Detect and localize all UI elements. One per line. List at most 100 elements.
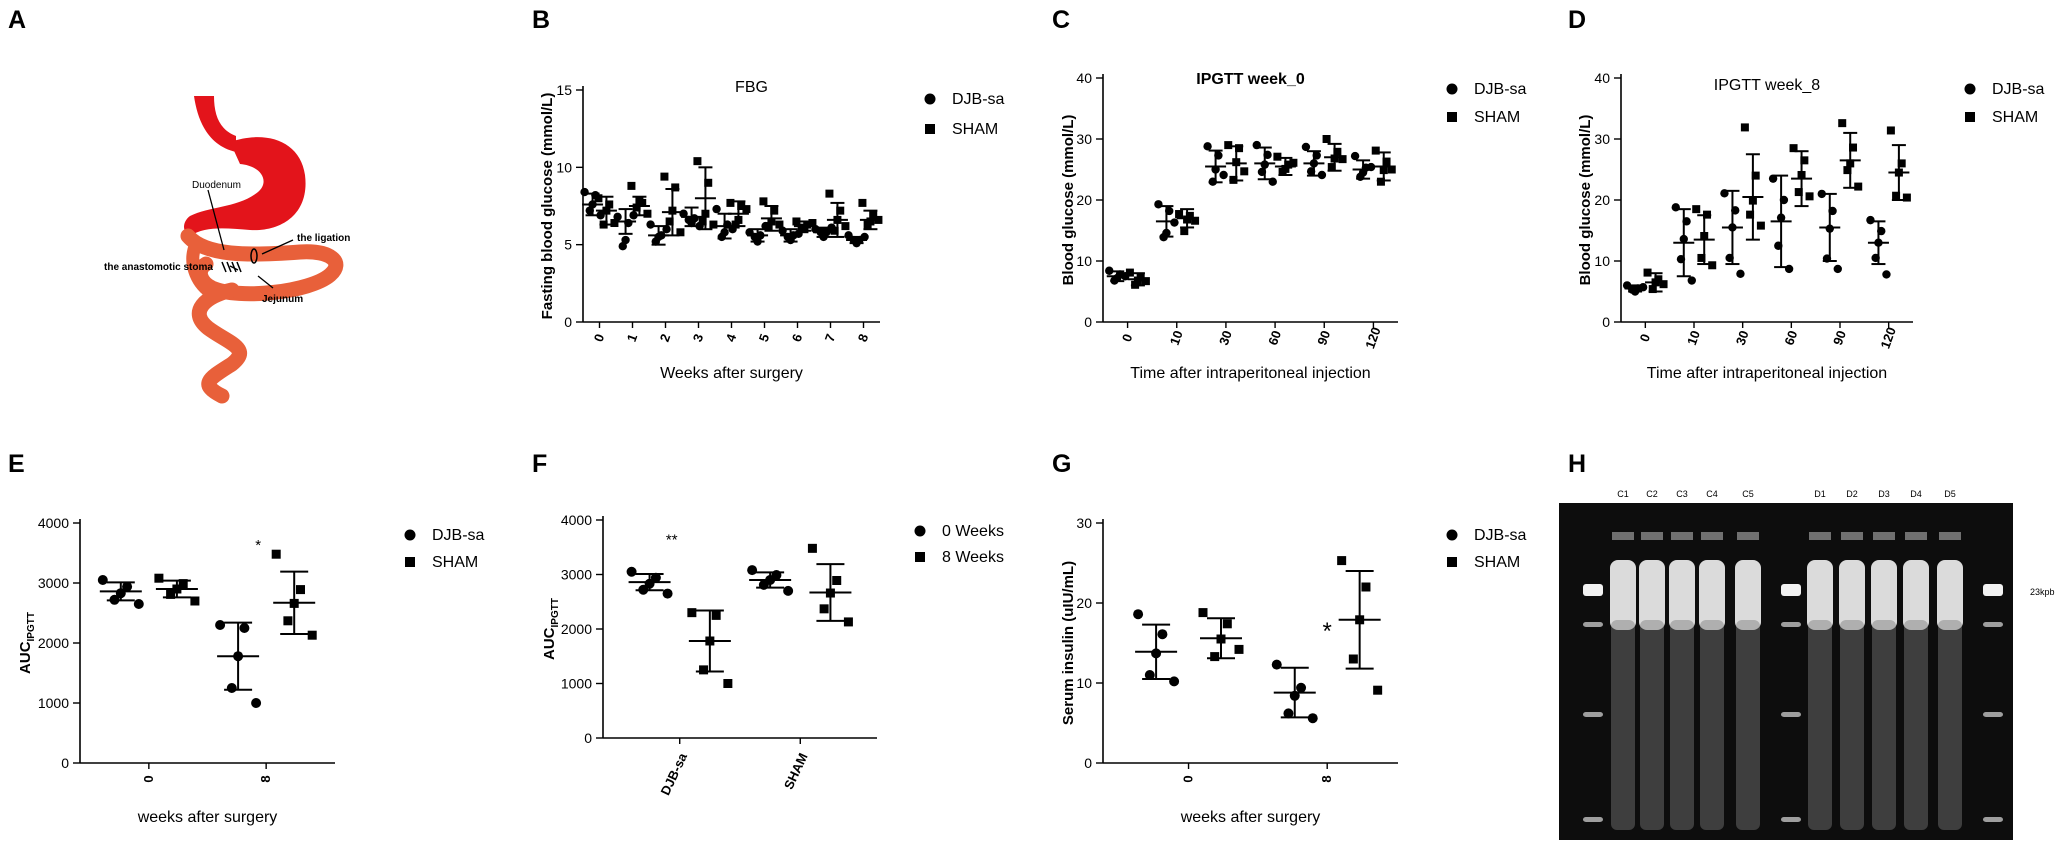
data-point-square bbox=[701, 209, 710, 218]
legend-marker-square bbox=[1447, 112, 1457, 122]
gel-dna-band bbox=[1639, 560, 1665, 630]
data-point-circle bbox=[1219, 170, 1228, 180]
data-point-square bbox=[1216, 634, 1226, 644]
data-point-square bbox=[1703, 210, 1712, 219]
gel-well bbox=[1873, 532, 1895, 540]
data-point-circle bbox=[860, 232, 869, 242]
data-point-square bbox=[1849, 143, 1858, 152]
data-point-square bbox=[1125, 268, 1134, 277]
gel-lane-label: D2 bbox=[1846, 489, 1858, 499]
y-tick-label: 0 bbox=[1084, 755, 1092, 771]
data-point-circle bbox=[1157, 629, 1168, 640]
x-tick-label: 10 bbox=[1167, 328, 1186, 347]
data-point-circle bbox=[97, 575, 108, 585]
data-point-circle bbox=[624, 218, 633, 228]
data-point-square bbox=[1651, 278, 1660, 287]
data-point-square bbox=[1700, 231, 1709, 240]
legend-label: DJB-sa bbox=[432, 527, 485, 544]
gel-dna-band bbox=[1610, 560, 1636, 630]
data-point-square bbox=[863, 220, 872, 229]
data-point-square bbox=[271, 549, 281, 559]
data-point-square bbox=[742, 205, 751, 214]
data-point-square bbox=[1886, 126, 1895, 135]
data-point-circle bbox=[816, 228, 825, 237]
gel-image: C1 C2 C3 C4 C5 D1 D2 D3 D4 D5 23kpb bbox=[1559, 489, 2055, 840]
y-axis-title: Blood glucose (mmol/L) bbox=[1577, 115, 1594, 286]
x-axis-title: Weeks after surgery bbox=[660, 365, 803, 382]
gel-well bbox=[1671, 532, 1693, 540]
data-point-square bbox=[643, 209, 652, 218]
data-point-square bbox=[665, 217, 674, 226]
data-point-circle bbox=[618, 242, 627, 251]
gel-smear bbox=[1840, 620, 1864, 830]
data-point-square bbox=[1692, 205, 1701, 214]
data-point-square bbox=[602, 206, 611, 215]
data-point-square bbox=[698, 217, 707, 226]
x-tick-label: 2 bbox=[657, 332, 674, 344]
data-point-square bbox=[1131, 280, 1140, 289]
data-point-circle bbox=[1271, 659, 1282, 670]
x-tick-label: 0 bbox=[141, 775, 156, 782]
data-point-square bbox=[154, 573, 164, 583]
data-point-square bbox=[1355, 615, 1365, 625]
label-stoma: the anastomotic stoma bbox=[104, 262, 213, 273]
data-point-square bbox=[671, 183, 680, 192]
gel-marker-band bbox=[1781, 712, 1801, 717]
panel-label-a: A bbox=[8, 6, 26, 34]
data-point-square bbox=[676, 228, 685, 237]
x-tick-label: 8 bbox=[855, 332, 872, 344]
x-tick-label: 7 bbox=[822, 332, 839, 344]
chart-title: IPGTT week_8 bbox=[1714, 77, 1821, 94]
data-point-square bbox=[1284, 160, 1293, 169]
y-tick-label: 10 bbox=[556, 159, 572, 175]
y-tick-label: 4000 bbox=[38, 515, 69, 531]
data-point-square bbox=[693, 157, 702, 166]
intestine-limb-left bbox=[186, 237, 217, 299]
legend-label: DJB-sa bbox=[1474, 527, 1527, 544]
data-point-square bbox=[1133, 276, 1142, 285]
gel-lane-label: C1 bbox=[1617, 489, 1629, 499]
data-point-circle bbox=[638, 584, 649, 595]
data-point-square bbox=[770, 206, 779, 215]
legend-label: DJB-sa bbox=[1474, 81, 1527, 98]
data-point-square bbox=[610, 219, 619, 228]
data-point-circle bbox=[1366, 162, 1376, 172]
y-tick-label: 20 bbox=[1076, 595, 1092, 611]
data-point-square bbox=[775, 220, 784, 229]
panel-label-g: G bbox=[1052, 450, 1071, 478]
data-point-square bbox=[1659, 280, 1668, 289]
data-point-circle bbox=[1776, 213, 1786, 222]
data-point-square bbox=[627, 181, 636, 190]
gel-lanes: C1 C2 C3 C4 C5 D1 D2 D3 D4 D5 bbox=[1583, 489, 2003, 830]
data-point-square bbox=[1902, 193, 1911, 202]
surgery-diagram: Duodenum the ligation the anastomotic st… bbox=[104, 96, 350, 404]
gel-lane-label: C3 bbox=[1676, 489, 1688, 499]
legend-marker-square bbox=[925, 124, 935, 134]
data-point-circle bbox=[1159, 233, 1168, 242]
data-point-square bbox=[1648, 285, 1657, 294]
gel-marker-label: 23kpb bbox=[2030, 587, 2055, 597]
y-tick-label: 0 bbox=[584, 730, 592, 746]
gel-dna-band bbox=[1699, 560, 1725, 630]
data-point-square bbox=[869, 211, 878, 220]
data-point-square bbox=[723, 679, 733, 688]
data-point-square bbox=[803, 220, 812, 229]
data-point-square bbox=[792, 217, 801, 226]
data-point-square bbox=[819, 604, 829, 614]
x-tick-label: 30 bbox=[1216, 328, 1235, 347]
data-point-circle bbox=[662, 588, 673, 599]
data-point-square bbox=[767, 217, 776, 226]
data-point-square bbox=[1210, 652, 1220, 662]
data-point-square bbox=[825, 588, 835, 598]
data-point-square bbox=[833, 215, 842, 224]
y-tick-label: 5 bbox=[564, 237, 572, 253]
data-point-square bbox=[1382, 157, 1391, 166]
gel-dna-band bbox=[1735, 560, 1761, 630]
panel-label-b: B bbox=[532, 6, 550, 34]
panel-label-e: E bbox=[8, 450, 25, 478]
data-point-circle bbox=[783, 232, 792, 242]
data-point-circle bbox=[712, 204, 721, 214]
data-point-square bbox=[1387, 165, 1396, 174]
x-tick-label: 90 bbox=[1314, 328, 1333, 347]
data-point-circle bbox=[133, 599, 144, 609]
